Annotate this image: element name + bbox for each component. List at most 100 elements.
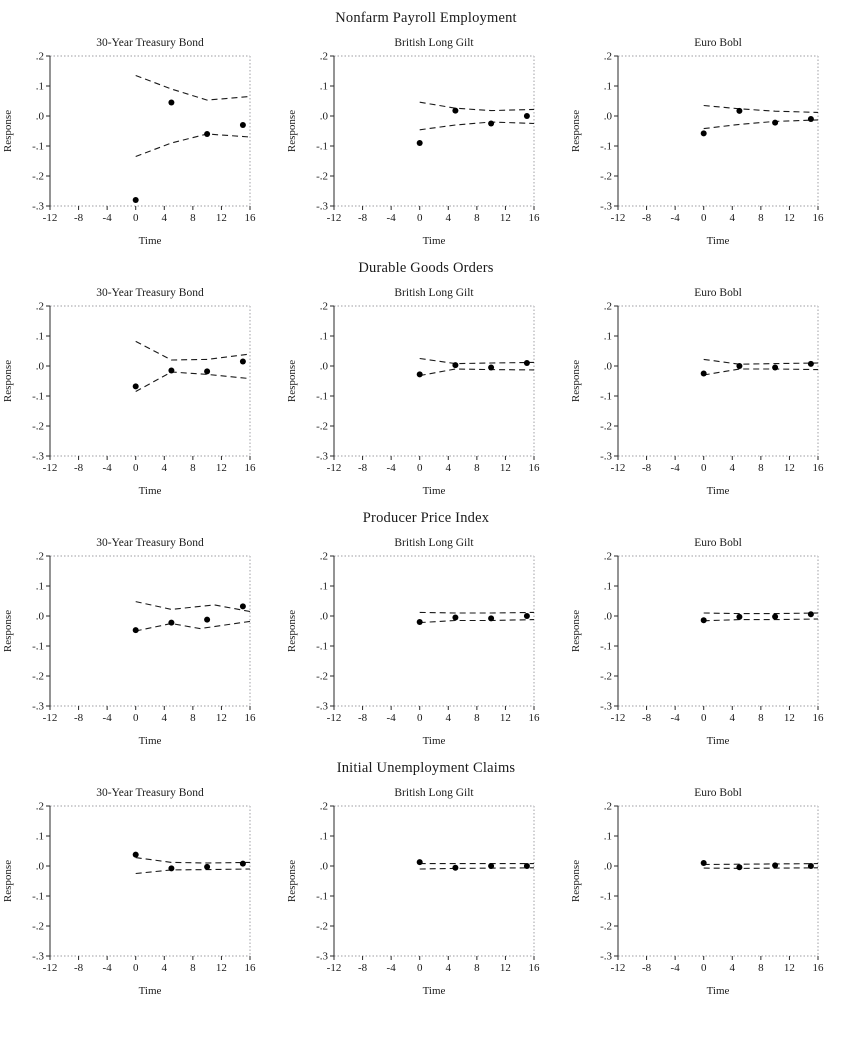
response-point [772, 364, 779, 371]
y-tick-label: -.3 [32, 701, 44, 713]
response-point [416, 619, 423, 625]
x-tick-label: -8 [74, 462, 84, 474]
x-tick-label: 4 [446, 712, 452, 724]
y-tick-label: .1 [604, 331, 612, 343]
y-axis-label: Response [286, 860, 298, 902]
chart-panel-npe-british-long-gilt: British Long Gilt .2 .1 .0 -.1 -.2 -.3 -12 -8 -4 0… [284, 30, 568, 252]
x-tick-label: 8 [190, 462, 196, 474]
x-tick-label: 0 [133, 462, 139, 474]
y-axis-label: Response [570, 860, 582, 902]
x-tick-label: 4 [730, 462, 736, 474]
y-tick-label: .2 [604, 51, 612, 63]
y-tick-label: -.2 [316, 171, 328, 183]
lower-confidence-band [135, 868, 251, 875]
y-tick-label: .1 [36, 831, 44, 843]
x-tick-label: 0 [701, 962, 707, 974]
y-tick-label: -.3 [316, 701, 328, 713]
y-tick-label: .1 [604, 831, 612, 843]
chart-panel-npe-30yr-treasury: 30-Year Treasury Bond .2.1.0 -.1 -.2 -.3 -12-… [0, 30, 284, 252]
response-point [807, 116, 814, 122]
y-axis-label: Response [2, 860, 14, 902]
y-axis: .2 .1 .0 -.1 -.2 -.3 [316, 301, 335, 463]
x-axis-label: Time [707, 235, 730, 247]
x-tick-label: -8 [642, 462, 652, 474]
panel-title: Euro Bobl [694, 37, 742, 49]
x-axis: -12 -8 -4 0 4 8 12 16 [43, 206, 256, 224]
upper-confidence-band [135, 601, 251, 613]
chart-panel-ppi-euro-bobl: Euro Bobl .2 .1 .0 -.1 -.2 -.3 -12 -8 -4 0 4 8 12 16 Ti… [568, 530, 852, 752]
response-point [452, 864, 459, 871]
upper-confidence-band [703, 612, 819, 615]
y-tick-label: -.2 [32, 671, 44, 683]
panel-title: Euro Bobl [694, 787, 742, 799]
upper-confidence-band [419, 611, 535, 614]
x-tick-label: 12 [216, 212, 227, 224]
x-axis-label: Time [707, 985, 730, 997]
impulse-response-figure: Nonfarm Payroll Employment 30-Year Treas… [0, 10, 852, 1002]
lower-confidence-band [419, 867, 535, 870]
x-tick-label: -12 [43, 462, 58, 474]
y-axis: .2 .1 .0 -.1 -.2 -.3 [32, 551, 51, 713]
y-tick-label: .2 [604, 301, 612, 313]
y-tick-label: -.3 [32, 201, 44, 213]
y-axis: .2 .1 .0 -.1 -.2 -.3 [32, 301, 51, 463]
x-axis: -12 -8 -4 0 4 8 12 16 [611, 206, 824, 224]
response-point [736, 864, 743, 871]
row-initial-unemployment-claims: Initial Unemployment Claims 30-Year Trea… [0, 758, 852, 1002]
plot-frame [334, 555, 535, 707]
x-tick-label: 8 [474, 462, 480, 474]
response-point [523, 863, 530, 869]
y-axis-label: Response [2, 610, 14, 652]
x-axis: -12 -8 -4 0 4 8 12 16 [611, 956, 824, 974]
y-tick-label: .0 [36, 611, 45, 623]
response-points [700, 360, 814, 377]
x-tick-label: -12 [327, 962, 342, 974]
chart-canvas: Euro Bobl .2 .1 .0 -.1 -.2 -.3-12 -8 -4 0 4 8 12 16 Ti… [570, 37, 824, 247]
x-tick-label: -8 [642, 962, 652, 974]
x-tick-label: 12 [500, 962, 511, 974]
response-point [132, 197, 139, 203]
response-point [452, 362, 459, 369]
x-axis-label: Time [139, 235, 162, 247]
y-tick-label: .1 [36, 331, 44, 343]
x-axis-label: Time [139, 985, 162, 997]
x-axis: -12 -8 -4 0 4 8 12 16 [43, 956, 256, 974]
response-point [700, 370, 707, 377]
chart-panel-iuc-euro-bobl: Euro Bobl .2 .1 .0 -.1 -.2 -.3 -12 -8 -4 0 4 8 12 16 Ti… [568, 780, 852, 1002]
y-axis-label: Response [2, 110, 14, 152]
chart-canvas: British Long Gilt .2 .1 .0 -.1 -.2 -.3-12 -8 -4 0… [286, 37, 540, 247]
y-tick-label: .1 [320, 81, 328, 93]
y-tick-label: .2 [320, 51, 328, 63]
chart-canvas: British Long Gilt .2 .1 .0 -.1 -.2 -.3-12 -8 -4 0… [286, 787, 540, 997]
y-tick-label: -.1 [32, 641, 44, 653]
y-tick-label: -.1 [600, 891, 612, 903]
x-tick-label: -4 [671, 212, 681, 224]
y-axis: .2 .1 .0 -.1 -.2 -.3 [600, 551, 619, 713]
y-tick-label: -.1 [600, 641, 612, 653]
x-tick-label: -8 [642, 212, 652, 224]
x-tick-label: 12 [500, 712, 511, 724]
y-axis: .2 .1 .0 -.1 -.2 -.3 [32, 51, 51, 213]
y-tick-label: .2 [604, 801, 612, 813]
y-axis-label: Response [286, 360, 298, 402]
response-point [736, 107, 743, 114]
x-tick-label: -4 [387, 712, 397, 724]
x-tick-label: -12 [327, 212, 342, 224]
x-tick-label: 8 [190, 962, 196, 974]
x-tick-label: 12 [500, 212, 511, 224]
plot-frame [334, 305, 535, 457]
y-tick-label: -.3 [600, 201, 612, 213]
chart-panel-ppi-british-long-gilt: British Long Gilt .2 .1 .0 -.1 -.2 -.3 -12 -8 -4 0… [284, 530, 568, 752]
x-tick-label: -8 [358, 212, 368, 224]
x-tick-label: 0 [417, 962, 423, 974]
x-tick-label: 0 [133, 712, 139, 724]
y-tick-label: -.2 [316, 671, 328, 683]
x-tick-label: 12 [784, 212, 795, 224]
y-axis-label: Response [286, 610, 298, 652]
y-tick-label: .0 [604, 861, 613, 873]
y-axis: .2 .1 .0 -.1 -.2 -.3 [316, 51, 335, 213]
x-tick-label: -12 [611, 212, 626, 224]
x-tick-label: -8 [642, 712, 652, 724]
x-axis-label: Time [423, 985, 446, 997]
response-point [488, 615, 495, 622]
